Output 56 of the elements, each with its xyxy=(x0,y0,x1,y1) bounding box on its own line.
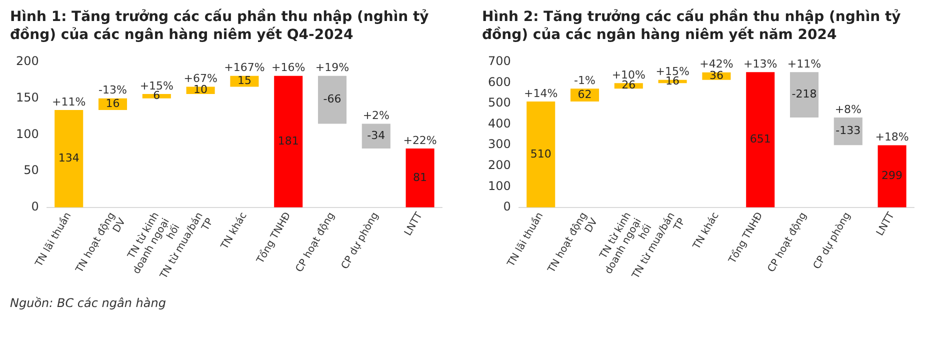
y-tick-label: 600 xyxy=(488,74,511,89)
data-label: 10 xyxy=(194,83,208,96)
bar xyxy=(790,72,819,118)
data-label: 62 xyxy=(578,88,592,101)
data-label: 15 xyxy=(237,74,252,88)
bar xyxy=(406,148,434,208)
annotation: +18% xyxy=(875,130,909,144)
data-label: 36 xyxy=(709,68,724,82)
annotation: +42% xyxy=(700,58,734,71)
data-label: 181 xyxy=(278,134,299,148)
annotation: +19% xyxy=(315,61,350,74)
text: Nguồn: BC các ngân hàng xyxy=(9,296,167,310)
annotation: +11% xyxy=(787,58,822,71)
chart-title: Hình 2: Tăng trưởng các cấu phần thu nhập (nghìn tỷ đồng) của các ngân hàng niêm yết năm 2024 xyxy=(481,8,902,44)
bar xyxy=(746,72,775,208)
y-tick-label: 500 xyxy=(488,96,511,110)
y-tick-label: 200 xyxy=(488,158,511,172)
y-tick-label: 150 xyxy=(16,90,39,104)
y-tick-label: 50 xyxy=(24,163,39,178)
data-label: 134 xyxy=(58,152,80,165)
annotation: +14% xyxy=(524,86,558,100)
data-label: -133 xyxy=(836,124,861,138)
annotation: +2% xyxy=(362,109,390,122)
annotation: +13% xyxy=(744,58,778,71)
annotation: -13% xyxy=(98,84,127,97)
annotation: +11% xyxy=(52,95,86,108)
y-tick-label: 0 xyxy=(503,200,511,214)
bar xyxy=(54,110,84,208)
data-label: 81 xyxy=(413,170,428,184)
data-label: -218 xyxy=(792,88,817,101)
bar xyxy=(526,101,556,208)
annotation: +167% xyxy=(224,61,265,74)
bar xyxy=(274,76,303,208)
bar xyxy=(362,124,390,149)
data-label: -66 xyxy=(323,92,342,106)
annotation: +67% xyxy=(184,72,218,86)
y-tick-label: 300 xyxy=(488,137,511,152)
data-label: 26 xyxy=(622,78,636,92)
y-tick-label: 100 xyxy=(488,178,511,193)
y-tick-label: 100 xyxy=(16,126,39,141)
annotation: -1% xyxy=(574,74,596,87)
annotation: +16% xyxy=(272,61,306,74)
bar xyxy=(878,145,906,208)
y-tick-label: 400 xyxy=(488,116,511,130)
data-label: 510 xyxy=(530,147,552,160)
data-label: 299 xyxy=(882,169,903,182)
annotation: +22% xyxy=(403,134,437,147)
data-label: -34 xyxy=(367,129,386,142)
chart-title: Hình 1: Tăng trưởng các cấu phần thu nhập (nghìn tỷ đồng) của các ngân hàng niêm yết Q4-2024 xyxy=(9,8,430,44)
data-label: 16 xyxy=(106,97,120,110)
annotation: +8% xyxy=(834,102,862,116)
y-tick-label: 200 xyxy=(16,54,39,68)
data-label: 651 xyxy=(750,132,771,146)
bar xyxy=(318,76,347,124)
y-tick-label: 0 xyxy=(31,200,39,214)
y-tick-label: 700 xyxy=(488,54,511,68)
